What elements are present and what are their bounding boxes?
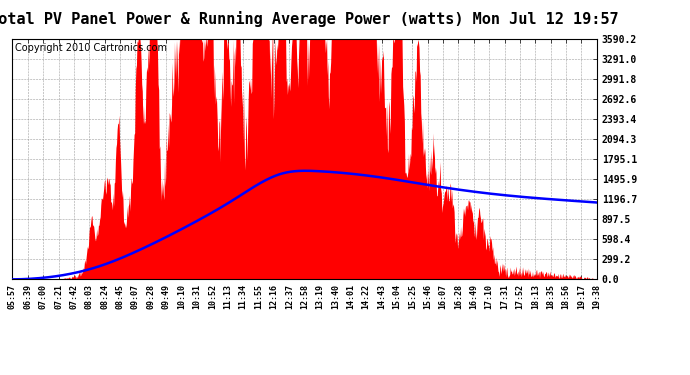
Text: Total PV Panel Power & Running Average Power (watts) Mon Jul 12 19:57: Total PV Panel Power & Running Average P… [0, 11, 618, 27]
Text: Copyright 2010 Cartronics.com: Copyright 2010 Cartronics.com [15, 43, 168, 53]
